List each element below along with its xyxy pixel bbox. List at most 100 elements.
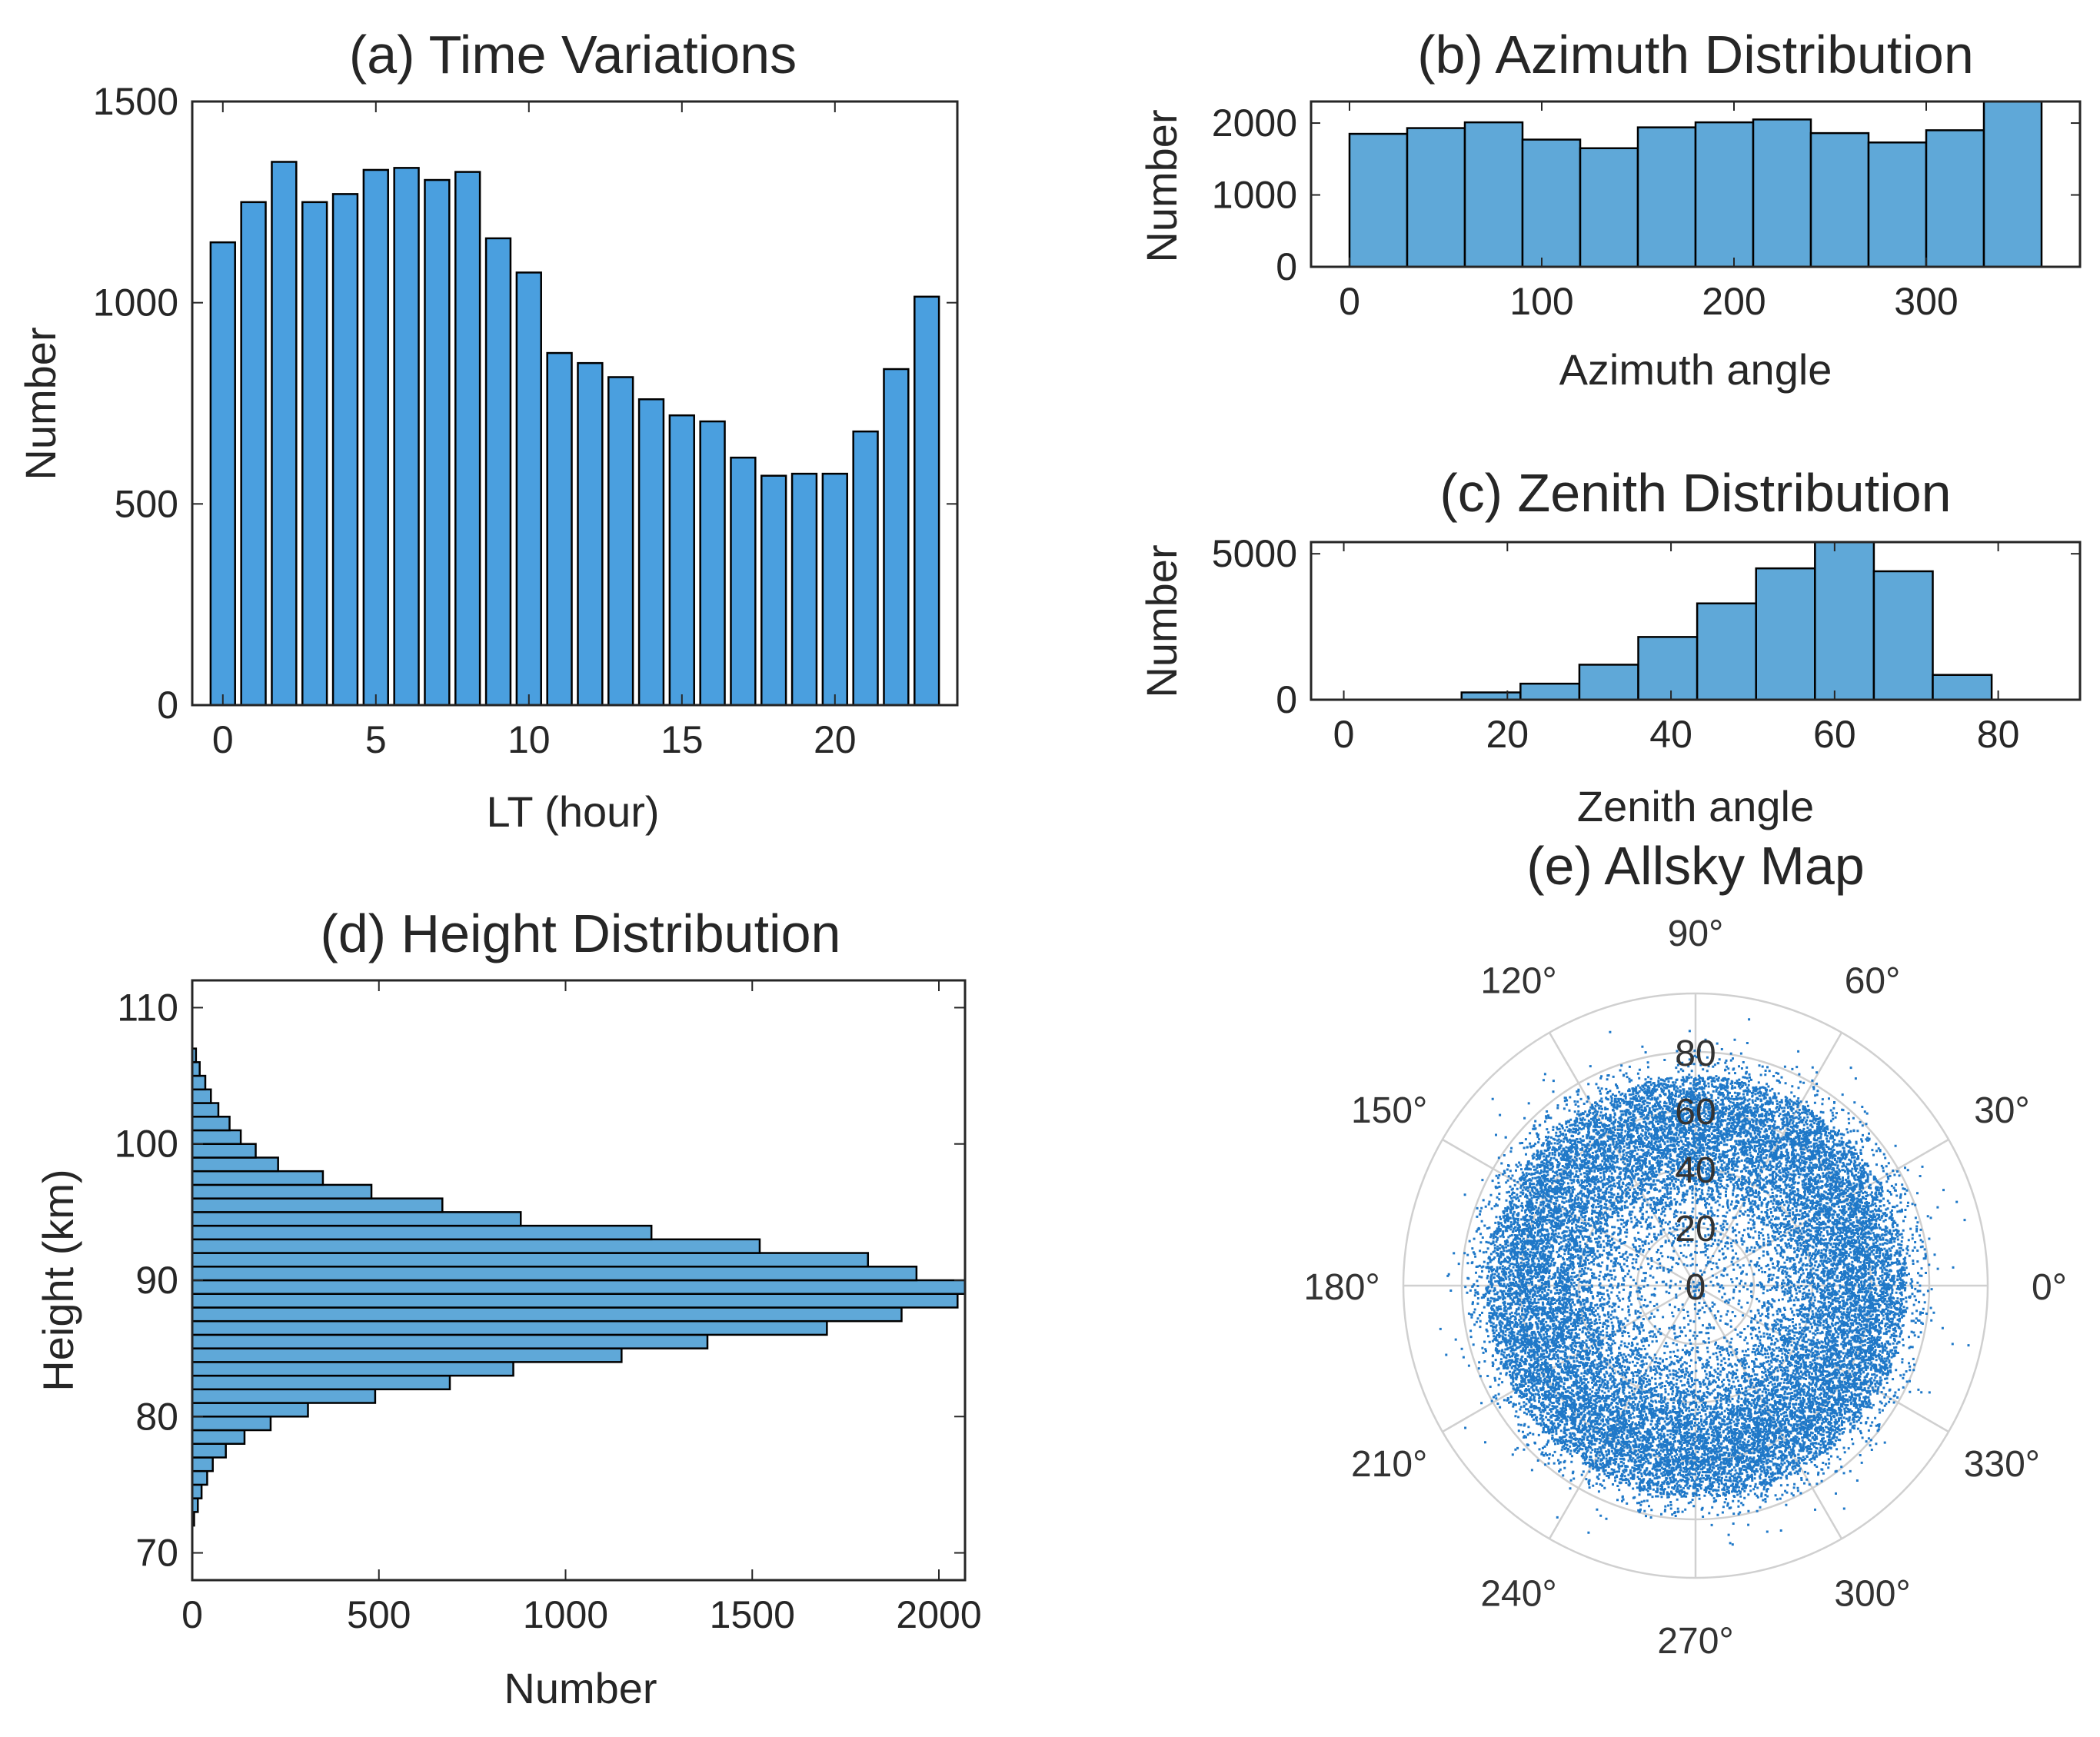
histogram-bar xyxy=(1637,636,1699,701)
panel-a-axes-box xyxy=(191,100,959,707)
histogram-bar xyxy=(191,1469,208,1486)
y-tick-label: 70 xyxy=(135,1532,178,1575)
y-tick-label: 100 xyxy=(115,1123,178,1166)
polar-spoke xyxy=(1442,1284,1696,1433)
bar xyxy=(393,167,420,707)
panel-b-title: (b) Azimuth Distribution xyxy=(1417,25,1974,85)
bar xyxy=(607,376,634,707)
histogram-bar xyxy=(191,1252,870,1268)
bar xyxy=(730,456,757,707)
scatter-points-path xyxy=(1439,1018,1970,1546)
panel-b-y-ticks: 0 1000 2000 xyxy=(1212,101,2080,288)
histogram-bar xyxy=(191,1211,522,1227)
x-tick-label: 15 xyxy=(661,718,704,761)
panel-d-bars xyxy=(191,1047,967,1527)
panel-d-y-ticks: 70 80 90 100 110 xyxy=(115,986,965,1575)
panel-b-x-label: Azimuth angle xyxy=(1559,345,1832,394)
histogram-bar xyxy=(1925,129,1985,268)
panel-c-axes-box xyxy=(1310,541,2082,701)
panel-d-x-label: Number xyxy=(504,1664,657,1712)
histogram-bar xyxy=(191,1319,828,1336)
y-tick-label: 500 xyxy=(115,482,178,525)
x-tick-label: 60 xyxy=(1813,713,1856,756)
y-tick-label: 1500 xyxy=(93,80,178,123)
bar xyxy=(852,430,879,707)
panel-e-scatter-points xyxy=(1439,1018,1970,1546)
y-tick-label: 2000 xyxy=(1212,101,1297,145)
histogram-bar xyxy=(191,1088,212,1104)
y-tick-label: 0 xyxy=(1276,245,1297,288)
histogram-bar xyxy=(191,1347,623,1363)
histogram-bar xyxy=(191,1170,324,1186)
histogram-bar xyxy=(191,1306,903,1323)
histogram-bar xyxy=(1348,132,1409,268)
histogram-bar xyxy=(1982,100,2043,268)
histogram-bar xyxy=(1521,138,1582,268)
x-tick-label: 0 xyxy=(212,718,234,761)
panel-b-bars xyxy=(1348,100,2043,268)
histogram-bar xyxy=(191,1388,377,1404)
panel-c-x-ticks: 0 20 40 60 80 xyxy=(1333,542,2020,756)
bar xyxy=(301,201,328,707)
histogram-bar xyxy=(191,1116,231,1132)
r-tick-label: 80 xyxy=(1675,1033,1716,1074)
x-tick-label: 0 xyxy=(181,1593,203,1636)
x-tick-label: 80 xyxy=(1977,713,2020,756)
histogram-bar xyxy=(191,1402,309,1418)
y-tick-label: 1000 xyxy=(93,281,178,324)
x-tick-label: 5 xyxy=(365,718,387,761)
bar xyxy=(240,201,267,707)
histogram-bar xyxy=(191,1456,214,1472)
bar xyxy=(577,361,604,707)
x-tick-label: 200 xyxy=(1702,280,1766,323)
r-tick-label: 60 xyxy=(1675,1092,1716,1133)
histogram-bar xyxy=(191,1156,279,1173)
bar xyxy=(362,168,389,707)
y-tick-label: 0 xyxy=(157,684,178,727)
panel-e-r-labels: 0 20 40 60 80 xyxy=(1675,1033,1716,1308)
bar xyxy=(914,295,940,707)
histogram-bar xyxy=(1519,682,1581,701)
theta-tick-label: 240° xyxy=(1480,1573,1556,1614)
panel-e-allsky-map: (e) Allsky Map 0° 30° 60° 90° 120° 150° 180° 21… xyxy=(1303,836,2067,1662)
theta-tick-label: 300° xyxy=(1834,1573,1910,1614)
y-tick-label: 110 xyxy=(117,986,178,1029)
panel-b-x-ticks: 0 100 200 300 xyxy=(1339,101,1959,323)
theta-tick-label: 30° xyxy=(1974,1090,2030,1131)
histogram-bar xyxy=(191,1443,227,1459)
polar-spoke xyxy=(1694,1032,1843,1286)
r-tick-label: 0 xyxy=(1686,1267,1706,1308)
y-tick-label: 1000 xyxy=(1212,174,1297,217)
y-tick-label: 80 xyxy=(135,1395,178,1438)
panel-e-title: (e) Allsky Map xyxy=(1526,836,1865,896)
histogram-bar xyxy=(1463,121,1524,268)
panel-a-bars xyxy=(209,161,940,707)
panel-c-y-ticks: 0 5000 xyxy=(1212,532,2080,721)
panel-c-title: (c) Zenith Distribution xyxy=(1439,463,1951,523)
histogram-bar xyxy=(1406,127,1466,268)
polar-spoke xyxy=(1694,1285,1843,1539)
histogram-bar xyxy=(191,1266,918,1282)
bar xyxy=(271,161,298,707)
histogram-bar xyxy=(191,1361,514,1377)
panel-c-bars xyxy=(1460,541,1993,701)
histogram-bar xyxy=(191,1333,709,1349)
histogram-bar xyxy=(191,1143,257,1159)
panel-d-y-label: Height (km) xyxy=(34,1169,82,1391)
r-tick-label: 40 xyxy=(1675,1150,1716,1191)
histogram-bar xyxy=(191,1429,246,1445)
histogram-bar xyxy=(191,1293,959,1309)
y-tick-label: 5000 xyxy=(1212,532,1297,575)
histogram-bar xyxy=(191,1374,451,1391)
panel-b-axes-box xyxy=(1310,100,2082,268)
y-tick-label: 90 xyxy=(135,1259,178,1302)
bar xyxy=(331,193,359,707)
histogram-bar xyxy=(1578,664,1639,701)
theta-tick-label: 270° xyxy=(1657,1621,1733,1662)
histogram-bar xyxy=(1809,131,1870,268)
x-tick-label: 1500 xyxy=(710,1593,795,1636)
histogram-bar xyxy=(1872,570,1934,701)
bar xyxy=(760,474,787,707)
r-tick-label: 20 xyxy=(1675,1209,1716,1250)
